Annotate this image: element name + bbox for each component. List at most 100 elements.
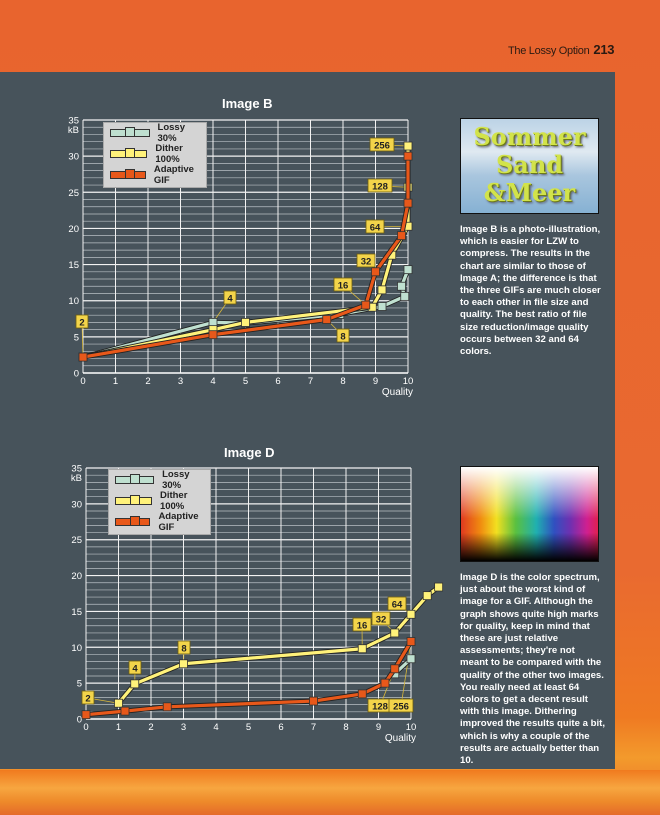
x-tick-label: 4 <box>210 376 215 387</box>
callout-box <box>352 617 372 632</box>
legend-item-lossy: Lossy 30% <box>115 469 210 491</box>
image-d-caption: Image D is the color spectrum, just abou… <box>460 572 605 767</box>
x-tick-label: 7 <box>311 722 316 733</box>
callout-label: 8 <box>340 332 345 343</box>
callout-label: 128 <box>372 702 388 713</box>
callout-label: 2 <box>85 694 90 705</box>
callout-box <box>369 137 395 152</box>
x-tick-label: 0 <box>83 722 88 733</box>
chart-b-legend: Lossy 30% Dither 100% Adaptive GIF <box>103 122 207 188</box>
y-tick-label: 5 <box>74 332 79 343</box>
section-title: The Lossy Option <box>508 45 590 57</box>
dither-swatch-icon <box>110 148 148 158</box>
callout-label: 64 <box>370 223 381 234</box>
image-d-thumbnail <box>460 466 599 562</box>
x-tick-label: 10 <box>406 722 417 733</box>
x-tick-label: 8 <box>343 722 348 733</box>
dither-data-point <box>130 679 140 689</box>
adaptive-swatch-icon <box>110 169 146 179</box>
x-tick-label: 10 <box>403 376 414 387</box>
callout-box <box>365 219 385 234</box>
x-tick-label: 9 <box>376 722 381 733</box>
y-tick-label: 20 <box>71 571 82 582</box>
x-tick-label: 1 <box>116 722 121 733</box>
callout-label: 2 <box>79 318 84 329</box>
lossy-data-point <box>406 654 416 664</box>
image-b-logo: Sommer Sand &Meer <box>473 122 586 207</box>
lossy-data-point <box>400 291 410 301</box>
legend-label: Dither 100% <box>155 143 183 165</box>
image-b-thumbnail: Sommer Sand &Meer <box>460 118 599 214</box>
y-tick-label: 15 <box>71 607 82 618</box>
x-tick-label: 2 <box>148 722 153 733</box>
y-tick-label: 35 <box>71 464 82 475</box>
lossy-data-point <box>377 302 387 311</box>
dither-data-point <box>114 698 123 708</box>
adaptive-swatch-icon <box>115 516 151 526</box>
dither-data-point <box>422 591 432 601</box>
dither-data-point <box>357 644 367 654</box>
adaptive-series-line <box>82 156 410 359</box>
adaptive-data-point <box>322 315 332 324</box>
adaptive-data-point <box>371 267 380 277</box>
legend-item-adaptive: Adaptive GIF <box>110 164 206 186</box>
adaptive-data-point <box>78 352 88 362</box>
callout-label: 128 <box>372 182 388 193</box>
y-tick-label: 10 <box>68 296 79 307</box>
legend-item-dither: Dither 100% <box>110 143 206 165</box>
y-axis-label: kB <box>71 473 82 484</box>
legend-item-adaptive: Adaptive GIF <box>115 511 210 533</box>
callout-box <box>367 178 393 193</box>
callout-label: 256 <box>374 141 390 152</box>
dither-data-point <box>403 141 413 151</box>
legend-item-dither: Dither 100% <box>115 490 210 512</box>
callout-box <box>333 277 353 292</box>
y-tick-label: 0 <box>77 715 82 726</box>
x-tick-label: 6 <box>275 376 280 387</box>
lossy-swatch-icon <box>115 474 155 484</box>
chart-d-title: Image D <box>224 445 275 460</box>
x-tick-label: 5 <box>243 376 248 387</box>
x-tick-label: 3 <box>181 722 186 733</box>
y-tick-label: 30 <box>68 152 79 163</box>
x-tick-label: 9 <box>373 376 378 387</box>
adaptive-data-point <box>390 664 400 674</box>
adaptive-data-point <box>403 198 413 208</box>
chart-b-title: Image B <box>222 96 273 111</box>
adaptive-data-point <box>397 231 406 241</box>
dither-data-point <box>406 609 416 619</box>
image-b-caption: Image B is a photo-illustration, which i… <box>460 224 601 358</box>
legend-label: Lossy 30% <box>157 122 185 144</box>
callout-box <box>75 314 89 329</box>
lossy-data-point <box>403 265 413 275</box>
callout-label: 16 <box>338 281 349 292</box>
x-tick-label: 7 <box>308 376 313 387</box>
y-tick-label: 25 <box>68 188 79 199</box>
callout-leader-line <box>400 641 412 707</box>
lossy-data-point <box>208 317 218 327</box>
callout-label: 64 <box>392 600 403 611</box>
x-tick-label: 8 <box>340 376 345 387</box>
page-background-bottom <box>0 770 660 815</box>
y-tick-label: 30 <box>71 499 82 510</box>
x-tick-label: 1 <box>113 376 118 387</box>
lossy-swatch-icon <box>110 127 150 137</box>
callout-label: 8 <box>181 644 186 655</box>
legend-label: Adaptive GIF <box>158 511 199 533</box>
adaptive-data-point <box>81 710 91 720</box>
y-tick-label: 0 <box>74 369 79 380</box>
adaptive-data-point <box>403 151 413 161</box>
x-tick-label: 4 <box>213 722 218 733</box>
adaptive-data-point <box>361 300 371 310</box>
dither-data-point <box>434 582 444 592</box>
x-axis-label: Quality <box>385 733 416 744</box>
adaptive-data-point <box>357 689 367 699</box>
callout-box <box>387 596 407 611</box>
dither-data-point <box>179 659 188 669</box>
dither-data-point <box>241 317 250 327</box>
adaptive-data-point <box>208 330 218 340</box>
callout-box <box>177 640 191 655</box>
x-tick-label: 5 <box>246 722 251 733</box>
